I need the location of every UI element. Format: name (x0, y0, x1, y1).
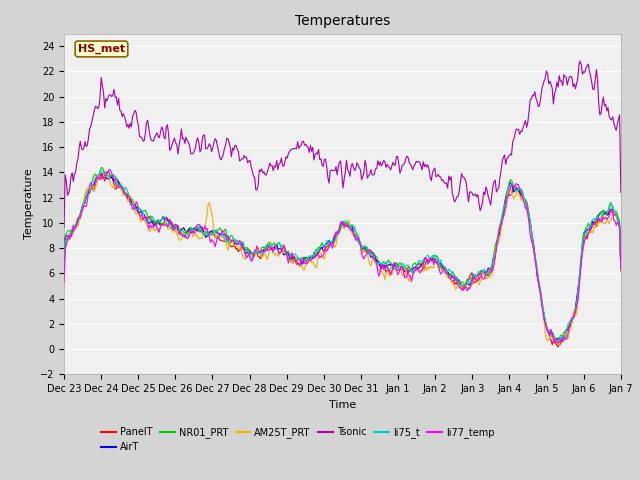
X-axis label: Time: Time (329, 400, 356, 409)
Title: Temperatures: Temperatures (295, 14, 390, 28)
Y-axis label: Temperature: Temperature (24, 168, 35, 240)
Legend: PanelT, AirT, NR01_PRT, AM25T_PRT, Tsonic, li75_t, li77_temp: PanelT, AirT, NR01_PRT, AM25T_PRT, Tsoni… (97, 423, 498, 456)
Text: HS_met: HS_met (78, 44, 125, 54)
